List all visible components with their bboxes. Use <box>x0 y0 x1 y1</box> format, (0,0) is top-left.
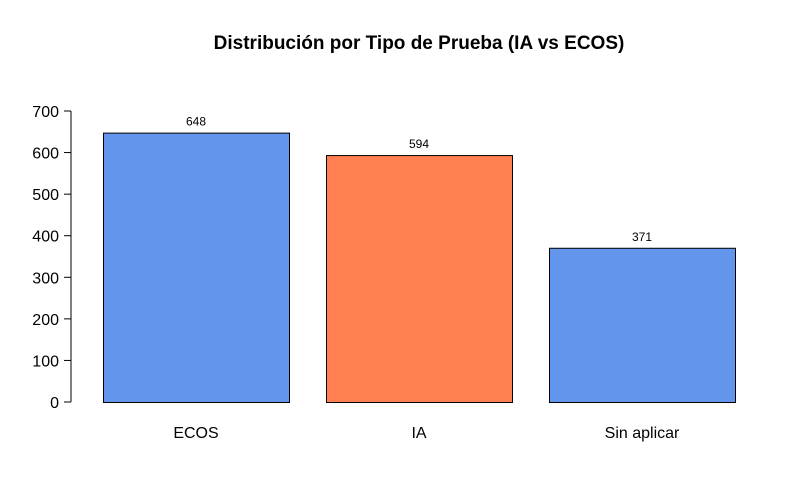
bars-group <box>103 132 736 403</box>
y-tick-label: 100 <box>32 353 59 370</box>
x-category-label: IA <box>411 425 426 442</box>
x-category-label: Sin aplicar <box>605 425 680 442</box>
y-tick-label: 700 <box>32 104 59 121</box>
bar <box>326 155 513 403</box>
bar <box>549 247 736 403</box>
y-tick-label: 0 <box>50 395 59 412</box>
bar-value-label: 648 <box>186 115 206 129</box>
bar-value-label: 371 <box>632 230 652 244</box>
bar-value-label: 594 <box>409 137 429 151</box>
y-tick-label: 500 <box>32 187 59 204</box>
y-tick-label: 600 <box>32 146 59 163</box>
x-axis-labels: ECOS IA Sin aplicar <box>173 425 680 442</box>
y-axis: 0 100 200 300 400 500 600 700 <box>32 104 72 412</box>
x-category-label: ECOS <box>173 425 218 442</box>
y-tick-label: 300 <box>32 270 59 287</box>
y-tick-label: 400 <box>32 229 59 246</box>
data-labels-group: 648 594 371 <box>186 115 652 244</box>
y-tick-label: 200 <box>32 312 59 329</box>
chart-title: Distribución por Tipo de Prueba (IA vs E… <box>214 33 625 54</box>
bar <box>103 132 290 403</box>
